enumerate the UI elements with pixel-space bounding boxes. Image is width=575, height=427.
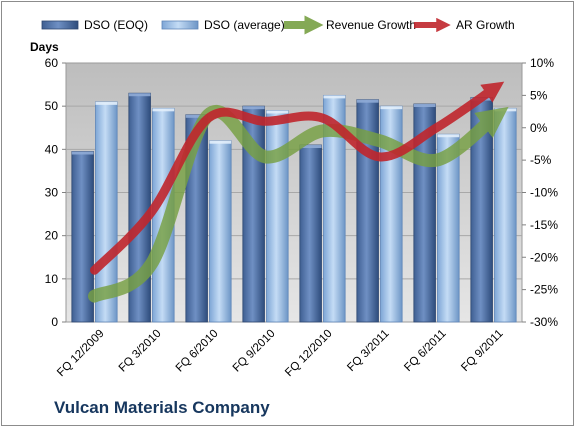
y2-tick-label: 5% bbox=[530, 88, 548, 102]
bar-dso-eoq-top bbox=[413, 104, 436, 108]
y2-tick-label: 0% bbox=[530, 121, 548, 135]
y2-tick-label: -5% bbox=[530, 153, 552, 167]
x-tick-label: FQ 3/2010 bbox=[117, 328, 164, 375]
x-tick-label: FQ 6/2011 bbox=[402, 328, 448, 374]
x-tick-label: FQ 9/2010 bbox=[231, 328, 278, 375]
legend-label: DSO (EOQ) bbox=[84, 18, 148, 32]
bar-dso-eoq bbox=[299, 144, 322, 323]
bar-dso-average-top bbox=[437, 134, 460, 138]
x-tick-label: FQ 6/2010 bbox=[174, 328, 221, 375]
bar-dso-average bbox=[494, 107, 517, 323]
y-tick-label: 50 bbox=[45, 99, 59, 113]
bar-dso-average-top bbox=[266, 110, 289, 114]
line-ar-growth bbox=[90, 81, 505, 275]
bar-dso-average-top bbox=[152, 108, 175, 112]
bar-dso-average-top bbox=[380, 106, 403, 110]
legend-label: AR Growth bbox=[456, 18, 515, 32]
line-revenue-growth bbox=[88, 105, 509, 303]
legend-swatch bbox=[161, 20, 199, 30]
y-tick-label: 60 bbox=[45, 56, 59, 70]
x-tick-label: FQ 3/2011 bbox=[345, 328, 391, 374]
bar-dso-average-top bbox=[95, 101, 118, 105]
bar-dso-average bbox=[266, 110, 289, 323]
bar-dso-eoq-top bbox=[128, 93, 151, 97]
bar-dso-eoq-top bbox=[356, 99, 379, 103]
legend-swatch bbox=[41, 20, 79, 30]
legend: DSO (EOQ) DSO (average) Revenue Growth AR G… bbox=[41, 15, 515, 35]
bar-dso-average-top bbox=[209, 140, 232, 144]
y2-tick-label: -30% bbox=[530, 315, 558, 329]
y-tick-label: 30 bbox=[45, 186, 59, 200]
bar-dso-eoq-top bbox=[299, 145, 322, 149]
y-tick-label: 0 bbox=[51, 315, 58, 329]
y-tick-label: 20 bbox=[45, 229, 59, 243]
x-tick-label: FQ 12/2010 bbox=[283, 328, 334, 379]
legend-label: Revenue Growth bbox=[326, 18, 416, 32]
y-tick-label: 40 bbox=[45, 142, 59, 156]
bar-dso-eoq-top bbox=[185, 114, 208, 118]
company-name: Vulcan Materials Company bbox=[54, 398, 270, 417]
bar-dso-average-top bbox=[494, 108, 517, 112]
y2-tick-label: -20% bbox=[530, 250, 558, 264]
y2-tick-label: -15% bbox=[530, 218, 558, 232]
y2-tick-label: 10% bbox=[530, 56, 554, 70]
y-tick-label: 10 bbox=[45, 272, 59, 286]
legend-label: DSO (average) bbox=[204, 18, 285, 32]
y-axis-title: Days bbox=[30, 40, 59, 54]
bar-dso-average bbox=[209, 140, 232, 323]
bar-dso-eoq-top bbox=[71, 151, 94, 155]
bar-dso-average-top bbox=[323, 95, 346, 99]
y2-tick-label: -10% bbox=[530, 186, 558, 200]
y2-tick-label: -25% bbox=[530, 283, 558, 297]
bar-dso-eoq-top bbox=[242, 106, 265, 110]
x-tick-label: FQ 9/2011 bbox=[459, 328, 505, 374]
x-tick-label: FQ 12/2009 bbox=[55, 328, 106, 379]
